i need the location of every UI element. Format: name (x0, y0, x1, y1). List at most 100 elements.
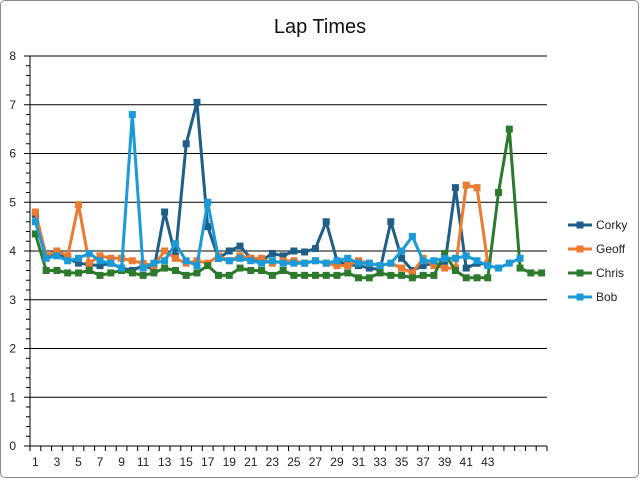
x-tick-label-35: 35 (395, 455, 409, 469)
data-point-bob (505, 259, 513, 267)
data-point-bob (225, 257, 233, 265)
legend: Corky Geoff Chris Bob (568, 218, 627, 304)
data-point-bob (322, 259, 330, 267)
data-point-corky (182, 140, 190, 148)
legend-label-bob: Bob (596, 290, 618, 304)
y-tick-label-7: 7 (9, 98, 16, 112)
data-point-geoff (128, 257, 136, 265)
x-tick-label-5: 5 (75, 455, 82, 469)
y-tick-label-3: 3 (9, 293, 16, 307)
data-point-corky (301, 248, 309, 256)
data-point-geoff (408, 269, 416, 277)
data-point-corky (387, 218, 395, 226)
data-point-corky (96, 262, 104, 270)
x-tick-label-11: 11 (137, 455, 150, 469)
series-line-bob (33, 113, 521, 270)
x-tick-label-13: 13 (158, 455, 172, 469)
data-point-geoff (333, 262, 341, 270)
data-point-geoff (85, 259, 93, 267)
data-point-chris (365, 274, 373, 282)
data-point-geoff (258, 254, 266, 262)
data-point-bob (462, 252, 470, 260)
data-point-chris (31, 230, 39, 238)
data-point-bob (204, 198, 212, 206)
data-point-bob (451, 254, 459, 262)
y-tick-label-0: 0 (9, 439, 16, 453)
data-point-chris (473, 274, 481, 282)
data-point-geoff (53, 247, 61, 255)
data-point-corky (365, 264, 373, 272)
data-point-bob (430, 257, 438, 265)
data-point-chris (171, 267, 179, 274)
data-point-bob (42, 254, 50, 262)
x-tick-label-29: 29 (330, 455, 344, 469)
data-point-chris (225, 271, 233, 279)
data-point-bob (376, 262, 384, 270)
legend-label-geoff: Geoff (596, 242, 626, 256)
x-tick-label-25: 25 (287, 455, 301, 469)
data-point-chris (355, 274, 363, 282)
data-point-chris (258, 267, 266, 274)
data-point-geoff (473, 184, 481, 192)
data-point-geoff (462, 181, 470, 189)
data-point-bob (355, 259, 363, 267)
data-point-bob (301, 259, 309, 267)
data-point-chris (107, 269, 115, 277)
data-point-bob (419, 257, 427, 265)
data-point-chris (42, 267, 50, 274)
data-point-chris (279, 267, 287, 274)
data-point-chris (408, 274, 416, 282)
x-tick-label-15: 15 (179, 455, 193, 469)
data-point-bob (398, 247, 406, 255)
data-point-corky (451, 184, 459, 192)
y-tick-label-2: 2 (9, 342, 16, 356)
data-point-chris (301, 271, 309, 279)
data-point-chris (322, 271, 330, 279)
data-point-bob (247, 257, 255, 265)
data-point-geoff (171, 254, 179, 262)
data-point-chris (290, 271, 298, 279)
data-point-bob (333, 257, 341, 265)
legend-label-corky: Corky (596, 218, 627, 232)
data-point-chris (398, 271, 406, 279)
data-point-corky (290, 247, 298, 255)
data-point-chris (387, 271, 395, 279)
data-point-corky (236, 242, 244, 250)
data-point-chris (333, 271, 341, 279)
data-point-corky (311, 245, 319, 253)
data-point-bob (365, 259, 373, 267)
chart-title: Lap Times (274, 16, 366, 38)
data-point-bob (214, 254, 222, 262)
x-tick-label-27: 27 (309, 455, 323, 469)
series-line-corky (33, 100, 488, 272)
data-point-bob (85, 249, 93, 257)
data-point-chris (495, 189, 503, 196)
data-point-chris (484, 274, 492, 282)
data-point-geoff (398, 264, 406, 272)
data-point-chris (161, 264, 169, 272)
x-tick-label-33: 33 (373, 455, 387, 469)
x-tick-label-41: 41 (460, 455, 474, 469)
data-point-bob (441, 254, 449, 262)
data-point-chris (268, 271, 276, 279)
x-tick-label-17: 17 (201, 455, 215, 469)
data-point-bob (171, 240, 179, 248)
data-point-corky (322, 218, 330, 226)
data-point-bob (516, 254, 524, 262)
data-point-geoff (107, 254, 115, 262)
data-point-geoff (430, 262, 438, 270)
legend-marker-chris (576, 269, 584, 277)
data-point-corky (268, 249, 276, 257)
data-point-corky (398, 254, 406, 262)
data-point-bob (193, 262, 201, 270)
data-point-geoff (344, 262, 352, 270)
legend-marker-bob (576, 293, 584, 301)
data-point-bob (74, 254, 82, 262)
gridlines (30, 55, 547, 398)
data-point-geoff (96, 252, 104, 260)
data-point-corky (279, 252, 287, 260)
data-point-chris (74, 269, 82, 277)
data-point-geoff (161, 247, 169, 255)
data-point-chris (527, 269, 535, 277)
data-point-bob (473, 257, 481, 265)
